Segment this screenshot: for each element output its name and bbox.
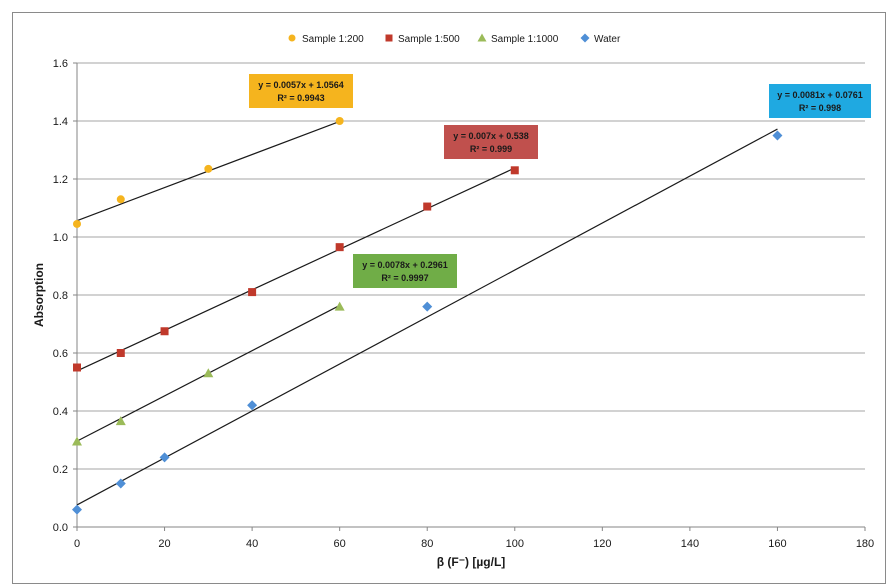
data-point [335,243,344,252]
y-tick-label: 0.0 [53,522,68,534]
x-tick-label: 80 [421,538,433,550]
equation-text: y = 0.0081x + 0.0761 [777,90,863,100]
y-tick-label: 1.6 [53,58,68,70]
x-tick-label: 140 [681,538,699,550]
data-point [159,452,170,463]
legend-item: Sample 1:1000 [477,33,559,45]
data-point [772,130,783,141]
y-axis-label: Absorption [32,263,46,327]
y-tick-label: 0.6 [53,348,68,360]
data-point [423,202,432,211]
legend-label: Sample 1:500 [398,34,460,45]
x-tick-label: 40 [246,538,258,550]
legend-marker [580,33,590,43]
data-point [115,478,126,489]
gridlines [73,62,866,531]
equation-text: y = 0.0078x + 0.2961 [362,260,448,270]
data-point [160,327,169,336]
data-point [422,301,433,312]
x-tick-label: 60 [334,538,346,550]
trendline-3 [76,128,778,506]
x-tick-label: 0 [74,538,80,550]
equation-labels: y = 0.0057x + 1.0564 R² = 0.9943 y = 0.007… [249,74,871,288]
equation-box: y = 0.007x + 0.538 R² = 0.999 [444,125,538,159]
x-tick-label: 160 [768,538,786,550]
legend: Sample 1:200 Sample 1:500 Sample 1:1000 Wat… [288,33,621,45]
legend-item: Water [580,33,621,45]
r2-text: R² = 0.9943 [277,93,324,103]
legend-marker [477,33,487,42]
equation-box-bg [249,74,353,108]
y-tick-label: 1.0 [53,232,68,244]
x-tick-label: 120 [593,538,611,550]
data-point [247,400,258,411]
equation-box: y = 0.0078x + 0.2961 R² = 0.9997 [353,254,457,288]
legend-label: Sample 1:200 [302,34,364,45]
legend-marker [288,34,296,42]
data-point [510,166,519,175]
data-point [204,164,213,173]
legend-label: Water [594,34,621,45]
trendline-1 [76,167,516,372]
data-point [116,195,125,204]
data-points [72,117,783,515]
y-tick-label: 1.4 [53,116,68,128]
y-tick-label: 1.2 [53,174,68,186]
equation-text: y = 0.0057x + 1.0564 [258,80,344,90]
data-point [116,349,125,357]
data-point [203,368,214,378]
equation-box-bg [353,254,457,288]
equation-box: y = 0.0081x + 0.0761 R² = 0.998 [769,84,871,118]
legend-item: Sample 1:500 [385,34,460,45]
x-tick-labels: 0 20 40 60 80 100 120 140 160 180 [74,538,874,550]
x-tick-label: 180 [856,538,874,550]
chart-frame [12,12,886,584]
data-point [334,301,345,311]
y-tick-label: 0.2 [53,464,68,476]
equation-box-bg [444,125,538,159]
equation-box: y = 0.0057x + 1.0564 R² = 0.9943 [249,74,353,108]
legend-marker [385,34,393,42]
legend-label: Sample 1:1000 [491,34,559,45]
data-point [72,436,82,446]
data-point [73,219,81,228]
data-point [248,288,257,297]
x-tick-label: 20 [158,538,170,550]
data-point [115,416,126,426]
y-tick-labels: 0.0 0.2 0.4 0.6 0.8 1.0 1.2 1.4 1.6 [53,58,68,534]
y-tick-label: 0.4 [53,406,68,418]
equation-box-bg [769,84,871,118]
r2-text: R² = 0.9997 [381,273,428,283]
y-tick-label: 0.8 [53,290,68,302]
r2-text: R² = 0.998 [799,103,841,113]
x-axis-label: β (F⁻) [µg/L] [437,555,506,569]
data-point [73,363,81,372]
data-point [72,504,82,515]
x-tick-label: 100 [506,538,524,550]
data-point [335,117,344,125]
legend-item: Sample 1:200 [288,34,364,45]
r2-text: R² = 0.999 [470,144,512,154]
axes [76,63,865,528]
equation-text: y = 0.007x + 0.538 [453,131,529,141]
